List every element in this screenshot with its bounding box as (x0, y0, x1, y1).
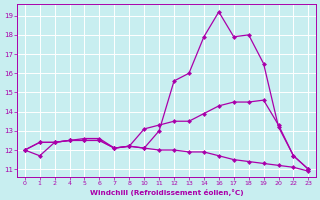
X-axis label: Windchill (Refroidissement éolien,°C): Windchill (Refroidissement éolien,°C) (90, 189, 244, 196)
